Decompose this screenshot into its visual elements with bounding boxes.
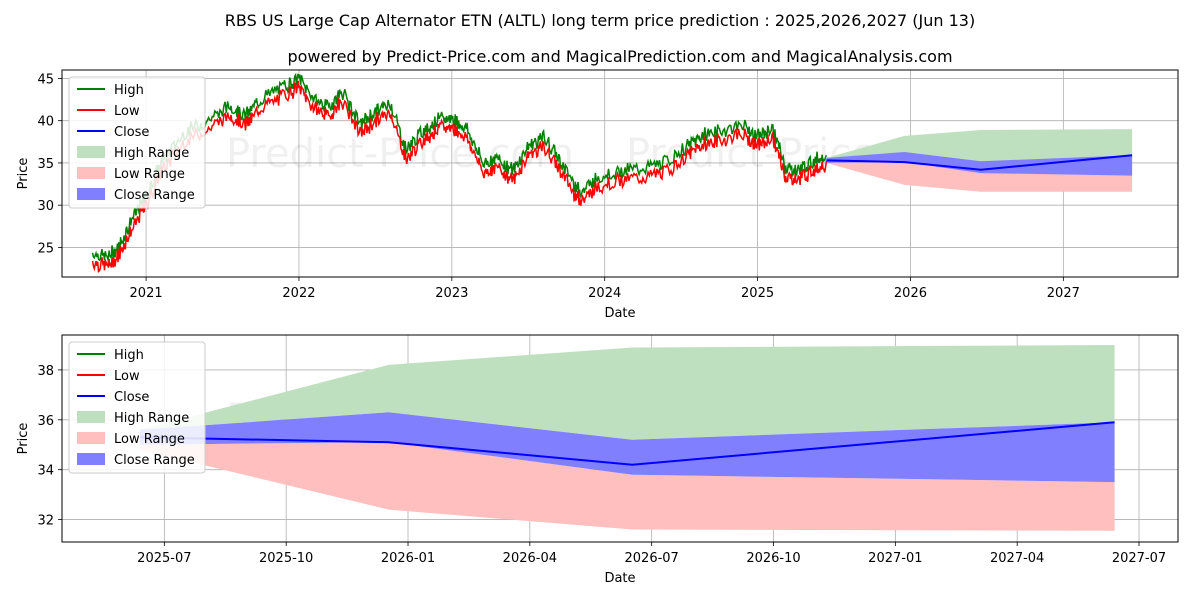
x-tick-label: 2026-01 bbox=[381, 551, 435, 566]
legend: High Low Close High Range Low Range Close Ran… bbox=[68, 76, 206, 209]
legend-swatch-close-range bbox=[77, 188, 105, 200]
plot-frame bbox=[61, 334, 1179, 543]
legend-label: Low Range bbox=[114, 167, 185, 182]
y-tick-label: 32 bbox=[37, 514, 54, 529]
legend-label: Low Range bbox=[114, 432, 185, 447]
y-tick-label: 40 bbox=[37, 115, 54, 130]
close-forecast-line bbox=[826, 154, 1133, 171]
x-tick-label: 2022 bbox=[282, 286, 315, 301]
legend-label: Close Range bbox=[114, 453, 195, 468]
x-tick-label: 2024 bbox=[588, 286, 621, 301]
x-tick-label: 2025-10 bbox=[259, 551, 313, 566]
x-tick-label: 2026 bbox=[894, 286, 927, 301]
low-series-line bbox=[91, 80, 828, 273]
y-axis-label: Price bbox=[16, 158, 31, 190]
x-tick-label: 2025-07 bbox=[137, 551, 191, 566]
x-tick-label: 2025 bbox=[741, 286, 774, 301]
legend-label: Close Range bbox=[114, 188, 195, 203]
legend-label: High bbox=[114, 83, 144, 98]
x-tick-label: 2023 bbox=[435, 286, 468, 301]
plot-frame bbox=[61, 69, 1179, 278]
chart-subtitle: powered by Predict-Price.com and Magical… bbox=[287, 47, 952, 66]
legend-label: High Range bbox=[114, 146, 189, 161]
y-tick-label: 36 bbox=[37, 414, 54, 429]
x-tick-label: 2027-07 bbox=[1112, 551, 1166, 566]
y-tick-label: 25 bbox=[37, 241, 54, 256]
panel-forecast-zoom: 2025-07 2025-10 2026-01 2026-04 2026-07 2026-… bbox=[16, 334, 1179, 586]
legend-swatch-low-range bbox=[77, 432, 105, 444]
x-tick-label: 2026-07 bbox=[625, 551, 679, 566]
y-tick-label: 30 bbox=[37, 199, 54, 214]
low-range-area bbox=[140, 442, 1115, 531]
close-forecast-line bbox=[139, 421, 1115, 466]
y-tick-label: 45 bbox=[37, 72, 54, 87]
y-axis-label: Price bbox=[16, 423, 31, 455]
x-tick-label: 2021 bbox=[130, 286, 163, 301]
panel-long-term: 2021 2022 2023 2024 2025 2026 2027 25 30 35 40 45 Da… bbox=[16, 69, 1179, 321]
y-tick-label: 38 bbox=[37, 364, 54, 379]
high-series-line bbox=[91, 72, 828, 262]
high-range-area bbox=[140, 345, 1115, 440]
legend-label: High Range bbox=[114, 411, 189, 426]
legend-swatch-low-range bbox=[77, 167, 105, 179]
y-tick-label: 34 bbox=[37, 464, 54, 479]
legend-label: Close bbox=[114, 390, 149, 405]
legend-swatch-high-range bbox=[77, 411, 105, 423]
x-tick-label: 2026-04 bbox=[503, 551, 557, 566]
legend-swatch-close-range bbox=[77, 453, 105, 465]
x-tick-label: 2027-01 bbox=[868, 551, 922, 566]
x-axis-label: Date bbox=[604, 306, 635, 321]
close-range-area bbox=[140, 412, 1115, 483]
x-tick-label: 2026-10 bbox=[746, 551, 800, 566]
x-axis-label: Date bbox=[604, 571, 635, 586]
legend-swatch-high-range bbox=[77, 146, 105, 158]
legend-label: Low bbox=[114, 104, 140, 119]
x-tick-label: 2027-04 bbox=[990, 551, 1044, 566]
chart-title: RBS US Large Cap Alternator ETN (ALTL) l… bbox=[225, 11, 975, 30]
y-tick-label: 35 bbox=[37, 157, 54, 172]
legend-label: Close bbox=[114, 125, 149, 140]
x-tick-label: 2027 bbox=[1047, 286, 1080, 301]
close-range-area bbox=[826, 152, 1133, 176]
legend: High Low Close High Range Low Range Close Ran… bbox=[68, 341, 206, 474]
legend-label: Low bbox=[114, 369, 140, 384]
legend-label: High bbox=[114, 348, 144, 363]
